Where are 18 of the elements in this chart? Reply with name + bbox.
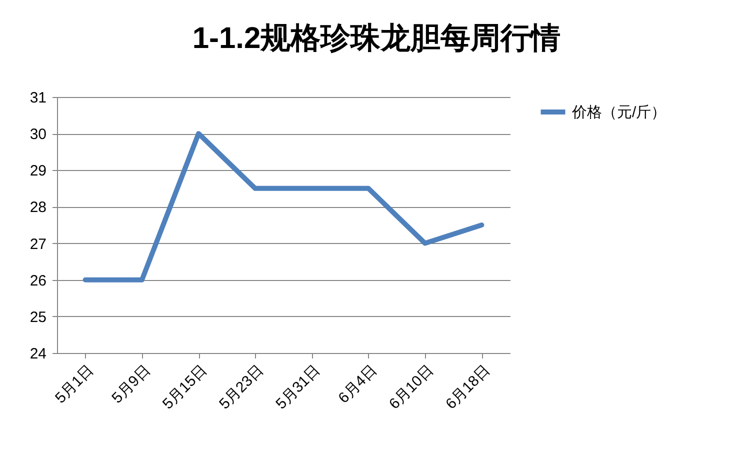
y-tick-label: 26 <box>30 272 46 290</box>
x-tick-label: 5月9日 <box>108 362 154 407</box>
x-tick-label: 5月23日 <box>216 362 267 413</box>
x-tick-label: 6月10日 <box>386 362 437 413</box>
y-tick-label: 25 <box>30 308 46 326</box>
chart-title: 1-1.2规格珍珠龙胆每周行情 <box>192 22 561 55</box>
x-tick-label: 6月18日 <box>442 362 494 413</box>
x-tick-label: 5月31日 <box>272 362 324 413</box>
x-tick-label: 5月1日 <box>52 362 98 407</box>
y-tick-label: 28 <box>30 199 46 216</box>
y-tick-label: 27 <box>30 236 46 253</box>
y-tick-label: 24 <box>30 346 46 362</box>
y-tick-label: 29 <box>30 162 46 180</box>
legend-label: 价格（元/斤） <box>571 104 666 121</box>
x-tick-label: 6月4日 <box>335 362 380 407</box>
y-tick-label: 30 <box>30 126 46 144</box>
x-tick-label: 5月15日 <box>159 362 210 413</box>
y-tick-label: 31 <box>30 90 46 106</box>
